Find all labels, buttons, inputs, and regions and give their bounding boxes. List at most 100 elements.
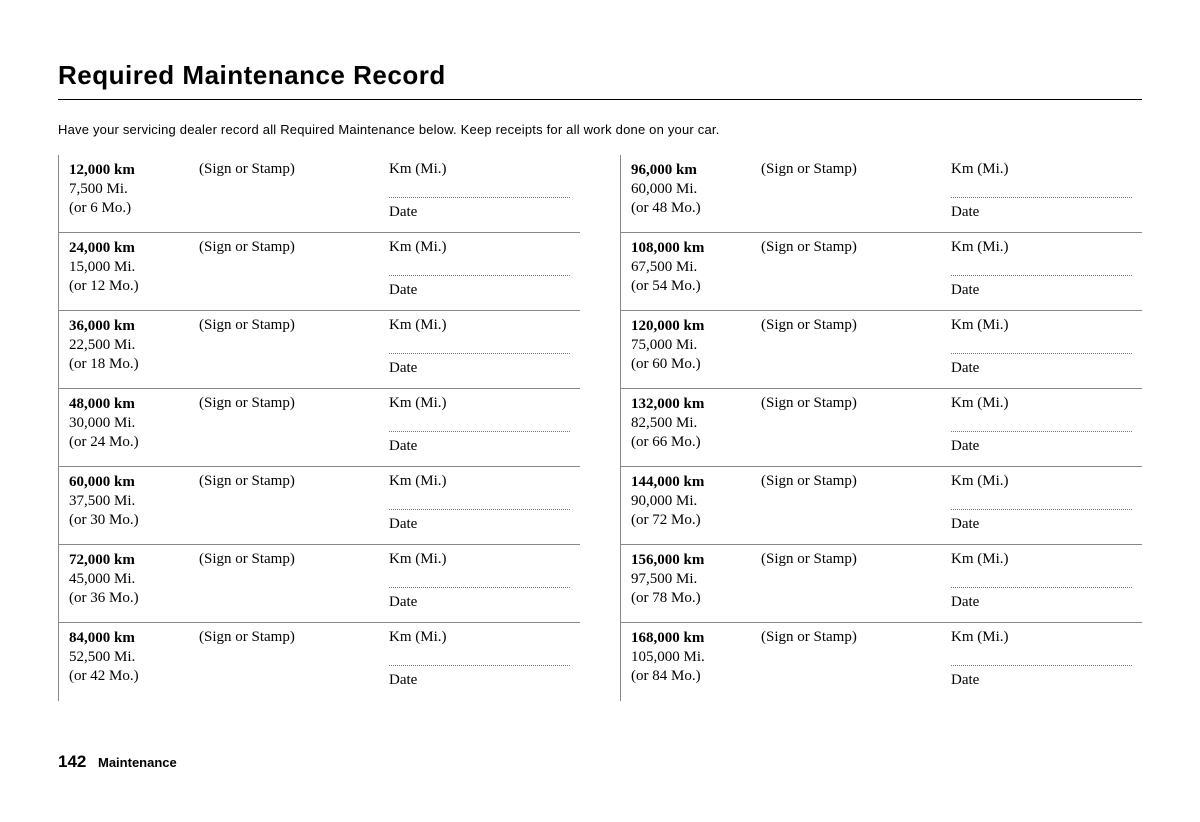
write-line (951, 418, 1132, 432)
interval-months: (or 42 Mo.) (69, 667, 199, 686)
sign-cell: (Sign or Stamp) (761, 389, 951, 466)
interval-months: (or 66 Mo.) (631, 433, 761, 452)
interval-mi: 105,000 Mi. (631, 648, 761, 667)
interval-mi: 45,000 Mi. (69, 570, 199, 589)
write-line (389, 652, 570, 666)
date-label: Date (389, 360, 570, 377)
maintenance-row: 108,000 km67,500 Mi.(or 54 Mo.)(Sign or … (621, 233, 1142, 311)
interval-mi: 75,000 Mi. (631, 336, 761, 355)
sign-cell: (Sign or Stamp) (199, 389, 389, 466)
date-label: Date (389, 204, 570, 221)
fields-cell: Km (Mi.)Date (951, 623, 1142, 701)
km-mi-label: Km (Mi.) (951, 473, 1132, 490)
interval-mi: 22,500 Mi. (69, 336, 199, 355)
km-mi-label: Km (Mi.) (951, 161, 1132, 178)
maintenance-row: 84,000 km52,500 Mi.(or 42 Mo.)(Sign or S… (59, 623, 580, 701)
interval-km: 84,000 km (69, 629, 199, 648)
interval-km: 144,000 km (631, 473, 761, 492)
sign-cell: (Sign or Stamp) (761, 233, 951, 310)
fields-cell: Km (Mi.)Date (389, 389, 580, 466)
maintenance-row: 72,000 km45,000 Mi.(or 36 Mo.)(Sign or S… (59, 545, 580, 623)
interval-km: 132,000 km (631, 395, 761, 414)
maintenance-row: 120,000 km75,000 Mi.(or 60 Mo.)(Sign or … (621, 311, 1142, 389)
interval-km: 60,000 km (69, 473, 199, 492)
interval-mi: 60,000 Mi. (631, 180, 761, 199)
write-line (389, 574, 570, 588)
write-line (951, 574, 1132, 588)
fields-cell: Km (Mi.) Date (389, 623, 580, 701)
interval-cell: 96,000 km60,000 Mi.(or 48 Mo.) (621, 155, 761, 232)
interval-months: (or 48 Mo.) (631, 199, 761, 218)
interval-months: (or 6 Mo.) (69, 199, 199, 218)
sign-cell: (Sign or Stamp) (761, 623, 951, 701)
interval-mi: 82,500 Mi. (631, 414, 761, 433)
date-label: Date (951, 516, 1132, 533)
sign-cell: (Sign or Stamp) (761, 311, 951, 388)
page-title: Required Maintenance Record (58, 60, 1142, 100)
interval-months: (or 78 Mo.) (631, 589, 761, 608)
record-columns: 12,000 km7,500 Mi.(or 6 Mo.)(Sign or Sta… (58, 155, 1142, 701)
date-label: Date (389, 516, 570, 533)
interval-cell: 24,000 km15,000 Mi.(or 12 Mo.) (59, 233, 199, 310)
interval-cell: 144,000 km90,000 Mi.(or 72 Mo.) (621, 467, 761, 544)
write-line (951, 184, 1132, 198)
interval-km: 48,000 km (69, 395, 199, 414)
interval-cell: 48,000 km30,000 Mi.(or 24 Mo.) (59, 389, 199, 466)
interval-months: (or 36 Mo.) (69, 589, 199, 608)
interval-cell: 156,000 km97,500 Mi.(or 78 Mo.) (621, 545, 761, 622)
fields-cell: Km (Mi.)Date (389, 233, 580, 310)
write-line (389, 418, 570, 432)
km-mi-label: Km (Mi.) (389, 629, 570, 646)
write-line (389, 184, 570, 198)
page-number: 142 (58, 752, 86, 771)
km-mi-label: Km (Mi.) (389, 317, 570, 334)
right-column: 96,000 km60,000 Mi.(or 48 Mo.)(Sign or S… (620, 155, 1142, 701)
km-mi-label: Km (Mi.) (389, 551, 570, 568)
sign-cell: (Sign or Stamp) (199, 545, 389, 622)
sign-cell: (Sign or Stamp) (199, 155, 389, 232)
date-label: Date (389, 594, 570, 611)
maintenance-row: 168,000 km105,000 Mi.(or 84 Mo.)(Sign or… (621, 623, 1142, 701)
interval-mi: 67,500 Mi. (631, 258, 761, 277)
interval-cell: 84,000 km52,500 Mi.(or 42 Mo.) (59, 623, 199, 701)
interval-km: 96,000 km (631, 161, 761, 180)
interval-km: 120,000 km (631, 317, 761, 336)
write-line (951, 652, 1132, 666)
interval-km: 108,000 km (631, 239, 761, 258)
maintenance-row: 12,000 km7,500 Mi.(or 6 Mo.)(Sign or Sta… (59, 155, 580, 233)
date-label: Date (951, 594, 1132, 611)
interval-mi: 30,000 Mi. (69, 414, 199, 433)
km-mi-label: Km (Mi.) (389, 239, 570, 256)
interval-months: (or 12 Mo.) (69, 277, 199, 296)
interval-months: (or 18 Mo.) (69, 355, 199, 374)
write-line (389, 340, 570, 354)
date-label: Date (951, 204, 1132, 221)
km-mi-label: Km (Mi.) (389, 473, 570, 490)
interval-months: (or 60 Mo.) (631, 355, 761, 374)
date-label: Date (951, 438, 1132, 455)
fields-cell: Km (Mi.) Date (951, 467, 1142, 544)
sign-cell: (Sign or Stamp) (199, 467, 389, 544)
interval-cell: 168,000 km105,000 Mi.(or 84 Mo.) (621, 623, 761, 701)
km-mi-label: Km (Mi.) (951, 317, 1132, 334)
interval-cell: 36,000 km22,500 Mi.(or 18 Mo.) (59, 311, 199, 388)
write-line (951, 340, 1132, 354)
interval-mi: 90,000 Mi. (631, 492, 761, 511)
interval-mi: 52,500 Mi. (69, 648, 199, 667)
left-column: 12,000 km7,500 Mi.(or 6 Mo.)(Sign or Sta… (58, 155, 580, 701)
sign-cell: (Sign or Stamp) (199, 233, 389, 310)
fields-cell: Km (Mi.) Date (951, 155, 1142, 232)
fields-cell: Km (Mi.) Date (389, 311, 580, 388)
interval-km: 156,000 km (631, 551, 761, 570)
interval-months: (or 24 Mo.) (69, 433, 199, 452)
km-mi-label: Km (Mi.) (389, 161, 570, 178)
interval-cell: 72,000 km45,000 Mi.(or 36 Mo.) (59, 545, 199, 622)
interval-cell: 60,000 km37,500 Mi.(or 30 Mo.) (59, 467, 199, 544)
sign-cell: (Sign or Stamp) (761, 545, 951, 622)
interval-cell: 108,000 km67,500 Mi.(or 54 Mo.) (621, 233, 761, 310)
interval-km: 168,000 km (631, 629, 761, 648)
date-label: Date (389, 672, 570, 689)
sign-cell: (Sign or Stamp) (199, 623, 389, 701)
interval-months: (or 54 Mo.) (631, 277, 761, 296)
interval-km: 36,000 km (69, 317, 199, 336)
